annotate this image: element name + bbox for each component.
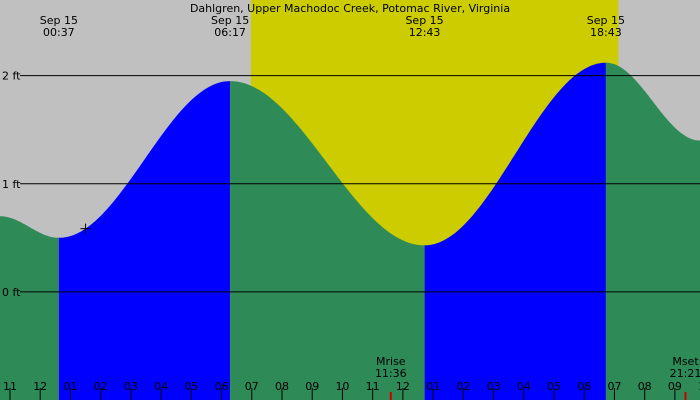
tide-area-layer (0, 62, 700, 400)
hour-label-19: 06 (577, 380, 591, 393)
rising-tide-area-3 (424, 62, 606, 400)
gridline-layer (20, 75, 700, 293)
hour-tick-layer: 11 12 01 02 03 04 05 06 07 08 09 10 11 12 01 02 03 04 05 06… (3, 380, 700, 400)
chart-title: Dahlgren, Upper Machodoc Creek, Potomac … (190, 2, 510, 15)
falling-tide-area-2 (230, 81, 425, 400)
hour-label-6: 05 (184, 380, 198, 393)
hour-label-0: 11 (3, 380, 17, 393)
falling-tide-area-4 (605, 62, 700, 400)
current-time-layer (80, 223, 91, 234)
hour-label-10: 09 (305, 380, 319, 393)
hour-label-20: 07 (607, 380, 621, 393)
hour-label-5: 04 (154, 380, 168, 393)
moon-event-label-0: Mrise (376, 355, 406, 368)
hour-label-4: 03 (124, 380, 138, 393)
hour-label-12: 11 (366, 380, 380, 393)
extreme-date-label-0: Sep 15 (40, 14, 78, 27)
hour-label-22: 09 (668, 380, 682, 393)
hour-label-1: 12 (33, 380, 47, 393)
extreme-time-label-3: 18:43 (590, 26, 622, 39)
hour-label-18: 05 (547, 380, 561, 393)
hour-label-16: 03 (487, 380, 501, 393)
hour-label-15: 02 (456, 380, 470, 393)
hour-label-8: 07 (245, 380, 259, 393)
y-tick-label-0: 2 ft (2, 70, 21, 83)
hour-label-23: 10 (698, 380, 700, 393)
rising-tide-area-1 (58, 81, 231, 400)
falling-tide-area-0 (0, 216, 59, 400)
moon-event-label-1: Mset (672, 355, 699, 368)
extreme-date-label-3: Sep 15 (587, 14, 625, 27)
hour-label-2: 01 (63, 380, 77, 393)
hour-label-17: 04 (517, 380, 531, 393)
hour-label-3: 02 (94, 380, 108, 393)
moon-event-time-0: 11:36 (375, 367, 407, 380)
extreme-time-label-1: 06:17 (214, 26, 246, 39)
y-tick-label-1: 1 ft (2, 178, 21, 191)
hour-label-11: 10 (335, 380, 349, 393)
extreme-date-label-2: Sep 15 (405, 14, 443, 27)
hour-label-13: 12 (396, 380, 410, 393)
extreme-date-label-1: Sep 15 (211, 14, 249, 27)
moon-event-time-1: 21:21 (670, 367, 700, 380)
hour-label-21: 08 (638, 380, 652, 393)
y-tick-label-2: 0 ft (2, 286, 21, 299)
extreme-time-label-2: 12:43 (409, 26, 441, 39)
hour-label-14: 01 (426, 380, 440, 393)
hour-label-7: 06 (215, 380, 229, 393)
hour-label-9: 08 (275, 380, 289, 393)
extreme-time-label-0: 00:37 (43, 26, 75, 39)
label-layer: Dahlgren, Upper Machodoc Creek, Potomac … (2, 2, 700, 380)
